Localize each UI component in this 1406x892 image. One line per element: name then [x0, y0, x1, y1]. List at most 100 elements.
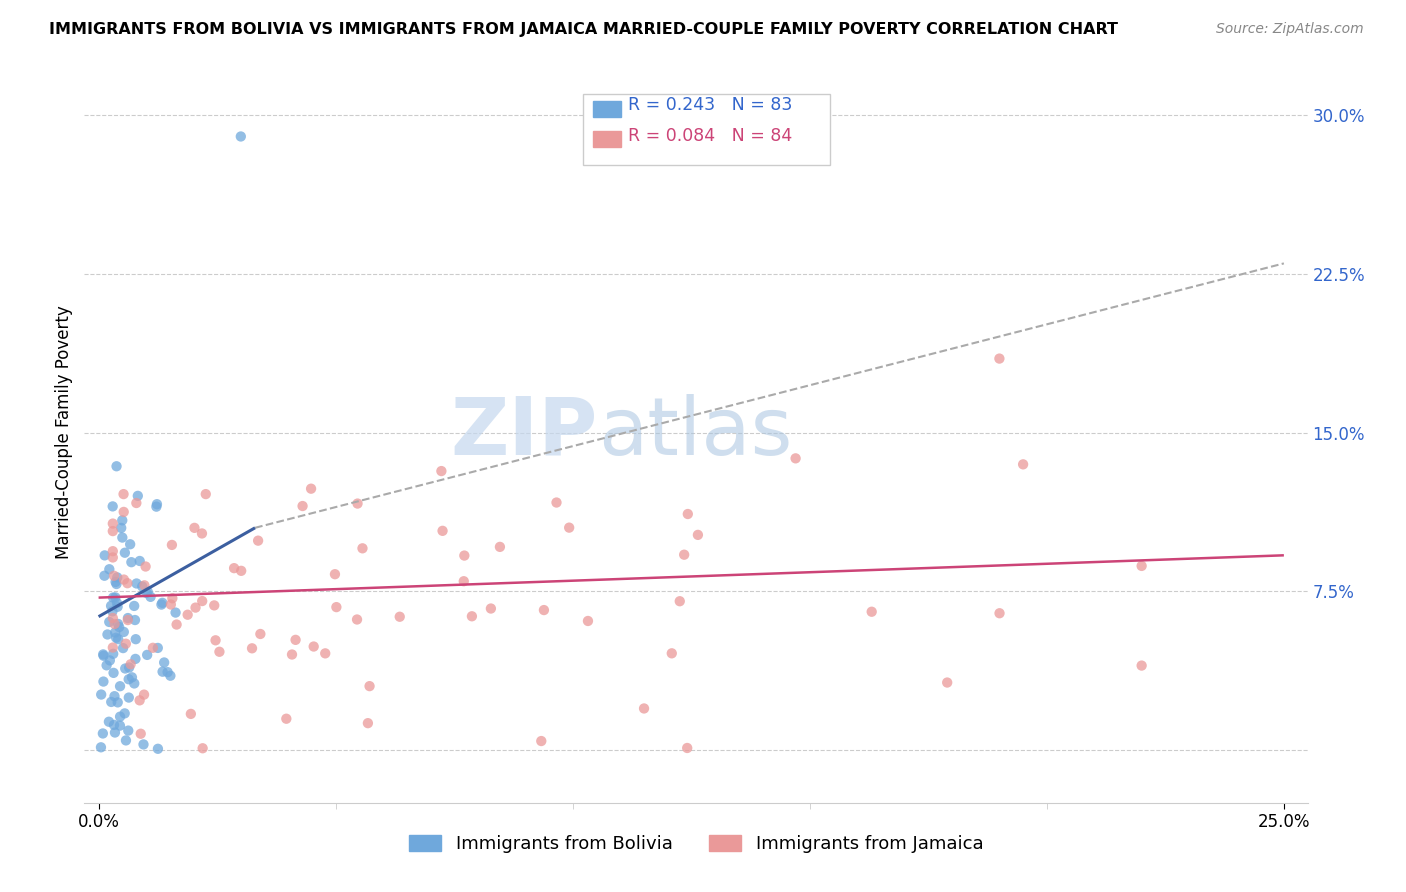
- Point: [91, 648, 114, 662]
- Point: [107, 632, 129, 647]
- Point: [191, 594, 214, 608]
- Point: [673, 548, 696, 562]
- Y-axis label: Married-Couple Family Poverty: Married-Couple Family Poverty: [55, 306, 73, 559]
- Point: [107, 599, 129, 614]
- Point: [118, 660, 141, 674]
- Point: [108, 718, 131, 732]
- Point: [202, 599, 225, 613]
- Point: [180, 706, 202, 721]
- Point: [110, 521, 132, 535]
- Point: [103, 718, 125, 732]
- Point: [108, 620, 131, 634]
- Point: [131, 579, 153, 593]
- Point: [132, 738, 155, 752]
- Point: [176, 607, 198, 622]
- Point: [93, 549, 115, 563]
- Point: [120, 537, 142, 551]
- Point: [191, 741, 214, 756]
- Point: [388, 609, 411, 624]
- Point: [91, 726, 114, 740]
- Point: [103, 647, 125, 661]
- Point: [101, 611, 124, 625]
- Point: [325, 600, 347, 615]
- Point: [284, 632, 307, 647]
- Point: [118, 672, 141, 686]
- Point: [98, 653, 121, 667]
- Point: [108, 679, 131, 693]
- Point: [132, 688, 155, 702]
- Point: [103, 689, 125, 703]
- Point: [146, 640, 169, 655]
- Point: [115, 637, 138, 651]
- Point: [107, 616, 129, 631]
- Point: [105, 631, 128, 645]
- Point: [676, 507, 699, 521]
- Point: [97, 714, 120, 729]
- Point: [122, 599, 145, 613]
- Point: [1130, 658, 1153, 673]
- Point: [633, 701, 655, 715]
- Text: Source: ZipAtlas.com: Source: ZipAtlas.com: [1216, 22, 1364, 37]
- Point: [98, 615, 121, 629]
- Point: [118, 690, 141, 705]
- Point: [453, 574, 475, 589]
- Point: [104, 591, 127, 605]
- Point: [166, 617, 188, 632]
- Point: [107, 695, 129, 709]
- Point: [125, 496, 148, 510]
- Point: [479, 601, 502, 615]
- Point: [105, 577, 128, 591]
- Point: [346, 613, 368, 627]
- Point: [100, 599, 122, 613]
- Point: [352, 541, 374, 556]
- Point: [194, 487, 217, 501]
- Point: [105, 459, 128, 474]
- Point: [299, 482, 322, 496]
- Point: [142, 640, 165, 655]
- Point: [121, 670, 143, 684]
- Point: [860, 605, 883, 619]
- Point: [136, 584, 159, 599]
- Point: [124, 652, 146, 666]
- Point: [247, 533, 270, 548]
- Point: [676, 741, 699, 756]
- Point: [112, 505, 135, 519]
- Point: [150, 596, 173, 610]
- Point: [229, 129, 252, 144]
- Point: [785, 451, 807, 466]
- Point: [661, 646, 683, 660]
- Text: R = 0.084   N = 84: R = 0.084 N = 84: [628, 127, 793, 145]
- Point: [101, 604, 124, 618]
- Point: [453, 549, 475, 563]
- Point: [489, 540, 512, 554]
- Point: [115, 733, 138, 747]
- Point: [461, 609, 484, 624]
- Text: atlas: atlas: [598, 393, 793, 472]
- Point: [120, 657, 142, 672]
- Point: [432, 524, 454, 538]
- Point: [160, 598, 183, 612]
- Point: [105, 596, 128, 610]
- Point: [1130, 558, 1153, 573]
- Point: [530, 734, 553, 748]
- Point: [101, 544, 124, 558]
- Point: [357, 716, 380, 731]
- Point: [204, 633, 226, 648]
- Point: [101, 550, 124, 565]
- Point: [162, 591, 184, 606]
- Point: [104, 574, 127, 589]
- Point: [93, 674, 115, 689]
- Point: [112, 573, 135, 587]
- Point: [249, 627, 271, 641]
- Point: [112, 487, 135, 501]
- Point: [124, 613, 146, 627]
- Point: [183, 521, 205, 535]
- Point: [125, 632, 148, 647]
- Point: [165, 606, 187, 620]
- Point: [114, 706, 136, 721]
- Point: [93, 648, 115, 663]
- Point: [96, 658, 118, 673]
- Point: [135, 559, 157, 574]
- Point: [686, 528, 709, 542]
- Point: [128, 554, 150, 568]
